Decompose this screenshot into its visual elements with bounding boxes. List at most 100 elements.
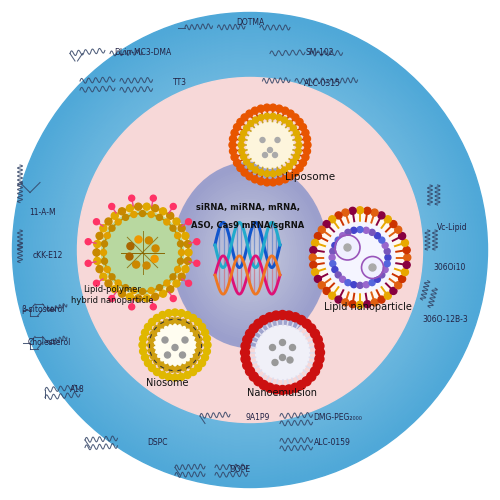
Circle shape xyxy=(304,136,310,142)
Circle shape xyxy=(90,90,410,410)
Circle shape xyxy=(146,146,354,354)
Circle shape xyxy=(268,148,272,152)
Circle shape xyxy=(240,348,250,357)
Circle shape xyxy=(186,362,192,368)
Circle shape xyxy=(272,385,280,394)
Circle shape xyxy=(104,232,110,238)
Circle shape xyxy=(292,169,299,176)
Circle shape xyxy=(194,238,200,244)
Circle shape xyxy=(174,232,180,238)
Circle shape xyxy=(351,282,357,288)
Circle shape xyxy=(202,329,208,336)
Circle shape xyxy=(291,313,300,322)
Circle shape xyxy=(178,241,184,247)
Circle shape xyxy=(234,160,240,166)
Circle shape xyxy=(254,320,263,328)
Circle shape xyxy=(239,148,245,154)
Circle shape xyxy=(131,212,137,218)
Ellipse shape xyxy=(232,234,268,276)
Circle shape xyxy=(371,209,378,216)
Circle shape xyxy=(78,78,422,422)
Circle shape xyxy=(161,161,339,339)
Circle shape xyxy=(110,110,390,390)
Circle shape xyxy=(160,290,166,297)
Circle shape xyxy=(315,354,324,364)
Circle shape xyxy=(184,312,191,318)
Circle shape xyxy=(156,284,162,290)
Text: ALC-0315: ALC-0315 xyxy=(304,79,341,88)
Circle shape xyxy=(170,274,176,280)
Circle shape xyxy=(85,238,91,244)
Circle shape xyxy=(335,296,342,303)
Circle shape xyxy=(184,258,191,264)
Ellipse shape xyxy=(180,172,320,338)
Circle shape xyxy=(109,274,115,280)
Text: Liposome: Liposome xyxy=(285,172,335,182)
Text: ALC-0159: ALC-0159 xyxy=(314,438,351,447)
Circle shape xyxy=(143,295,150,302)
Circle shape xyxy=(178,258,184,264)
Ellipse shape xyxy=(236,239,264,271)
Circle shape xyxy=(345,230,351,235)
Circle shape xyxy=(173,218,180,225)
Circle shape xyxy=(165,310,172,316)
Circle shape xyxy=(182,182,318,318)
Circle shape xyxy=(152,245,159,252)
Circle shape xyxy=(169,318,175,324)
Circle shape xyxy=(286,164,292,170)
Circle shape xyxy=(404,254,411,261)
Circle shape xyxy=(104,266,110,272)
Ellipse shape xyxy=(240,244,260,266)
Circle shape xyxy=(150,195,156,201)
Circle shape xyxy=(178,310,185,316)
Circle shape xyxy=(337,237,358,258)
Circle shape xyxy=(118,290,126,297)
Ellipse shape xyxy=(221,220,279,290)
Circle shape xyxy=(86,86,413,413)
Circle shape xyxy=(300,124,306,130)
Ellipse shape xyxy=(176,167,324,343)
Circle shape xyxy=(344,244,351,251)
Circle shape xyxy=(371,299,378,306)
Circle shape xyxy=(186,322,192,328)
Ellipse shape xyxy=(204,200,296,310)
Ellipse shape xyxy=(200,195,300,315)
Circle shape xyxy=(351,228,357,234)
Circle shape xyxy=(100,250,106,256)
Circle shape xyxy=(313,335,322,344)
Circle shape xyxy=(18,18,481,481)
Circle shape xyxy=(198,324,205,330)
Circle shape xyxy=(158,158,342,342)
Circle shape xyxy=(154,326,160,332)
Circle shape xyxy=(296,316,306,324)
Circle shape xyxy=(270,179,276,186)
Circle shape xyxy=(316,348,324,357)
Circle shape xyxy=(96,266,103,272)
Circle shape xyxy=(178,273,185,280)
Circle shape xyxy=(109,225,115,231)
Circle shape xyxy=(93,249,100,256)
Circle shape xyxy=(315,212,405,302)
Circle shape xyxy=(335,237,341,243)
Circle shape xyxy=(170,204,176,210)
Ellipse shape xyxy=(194,188,306,322)
Circle shape xyxy=(278,386,287,394)
Ellipse shape xyxy=(206,202,294,308)
Circle shape xyxy=(190,326,196,332)
Circle shape xyxy=(252,117,258,123)
Circle shape xyxy=(185,249,192,256)
Circle shape xyxy=(139,342,146,348)
Circle shape xyxy=(126,204,134,212)
Circle shape xyxy=(394,226,402,233)
Circle shape xyxy=(164,164,336,336)
Text: cKK-E12: cKK-E12 xyxy=(32,250,62,260)
Circle shape xyxy=(118,208,126,215)
Circle shape xyxy=(302,320,311,328)
Circle shape xyxy=(363,228,369,234)
Circle shape xyxy=(126,253,133,260)
Circle shape xyxy=(150,330,156,336)
Circle shape xyxy=(105,218,112,225)
Ellipse shape xyxy=(211,209,289,301)
Circle shape xyxy=(231,154,238,160)
Circle shape xyxy=(252,107,258,114)
